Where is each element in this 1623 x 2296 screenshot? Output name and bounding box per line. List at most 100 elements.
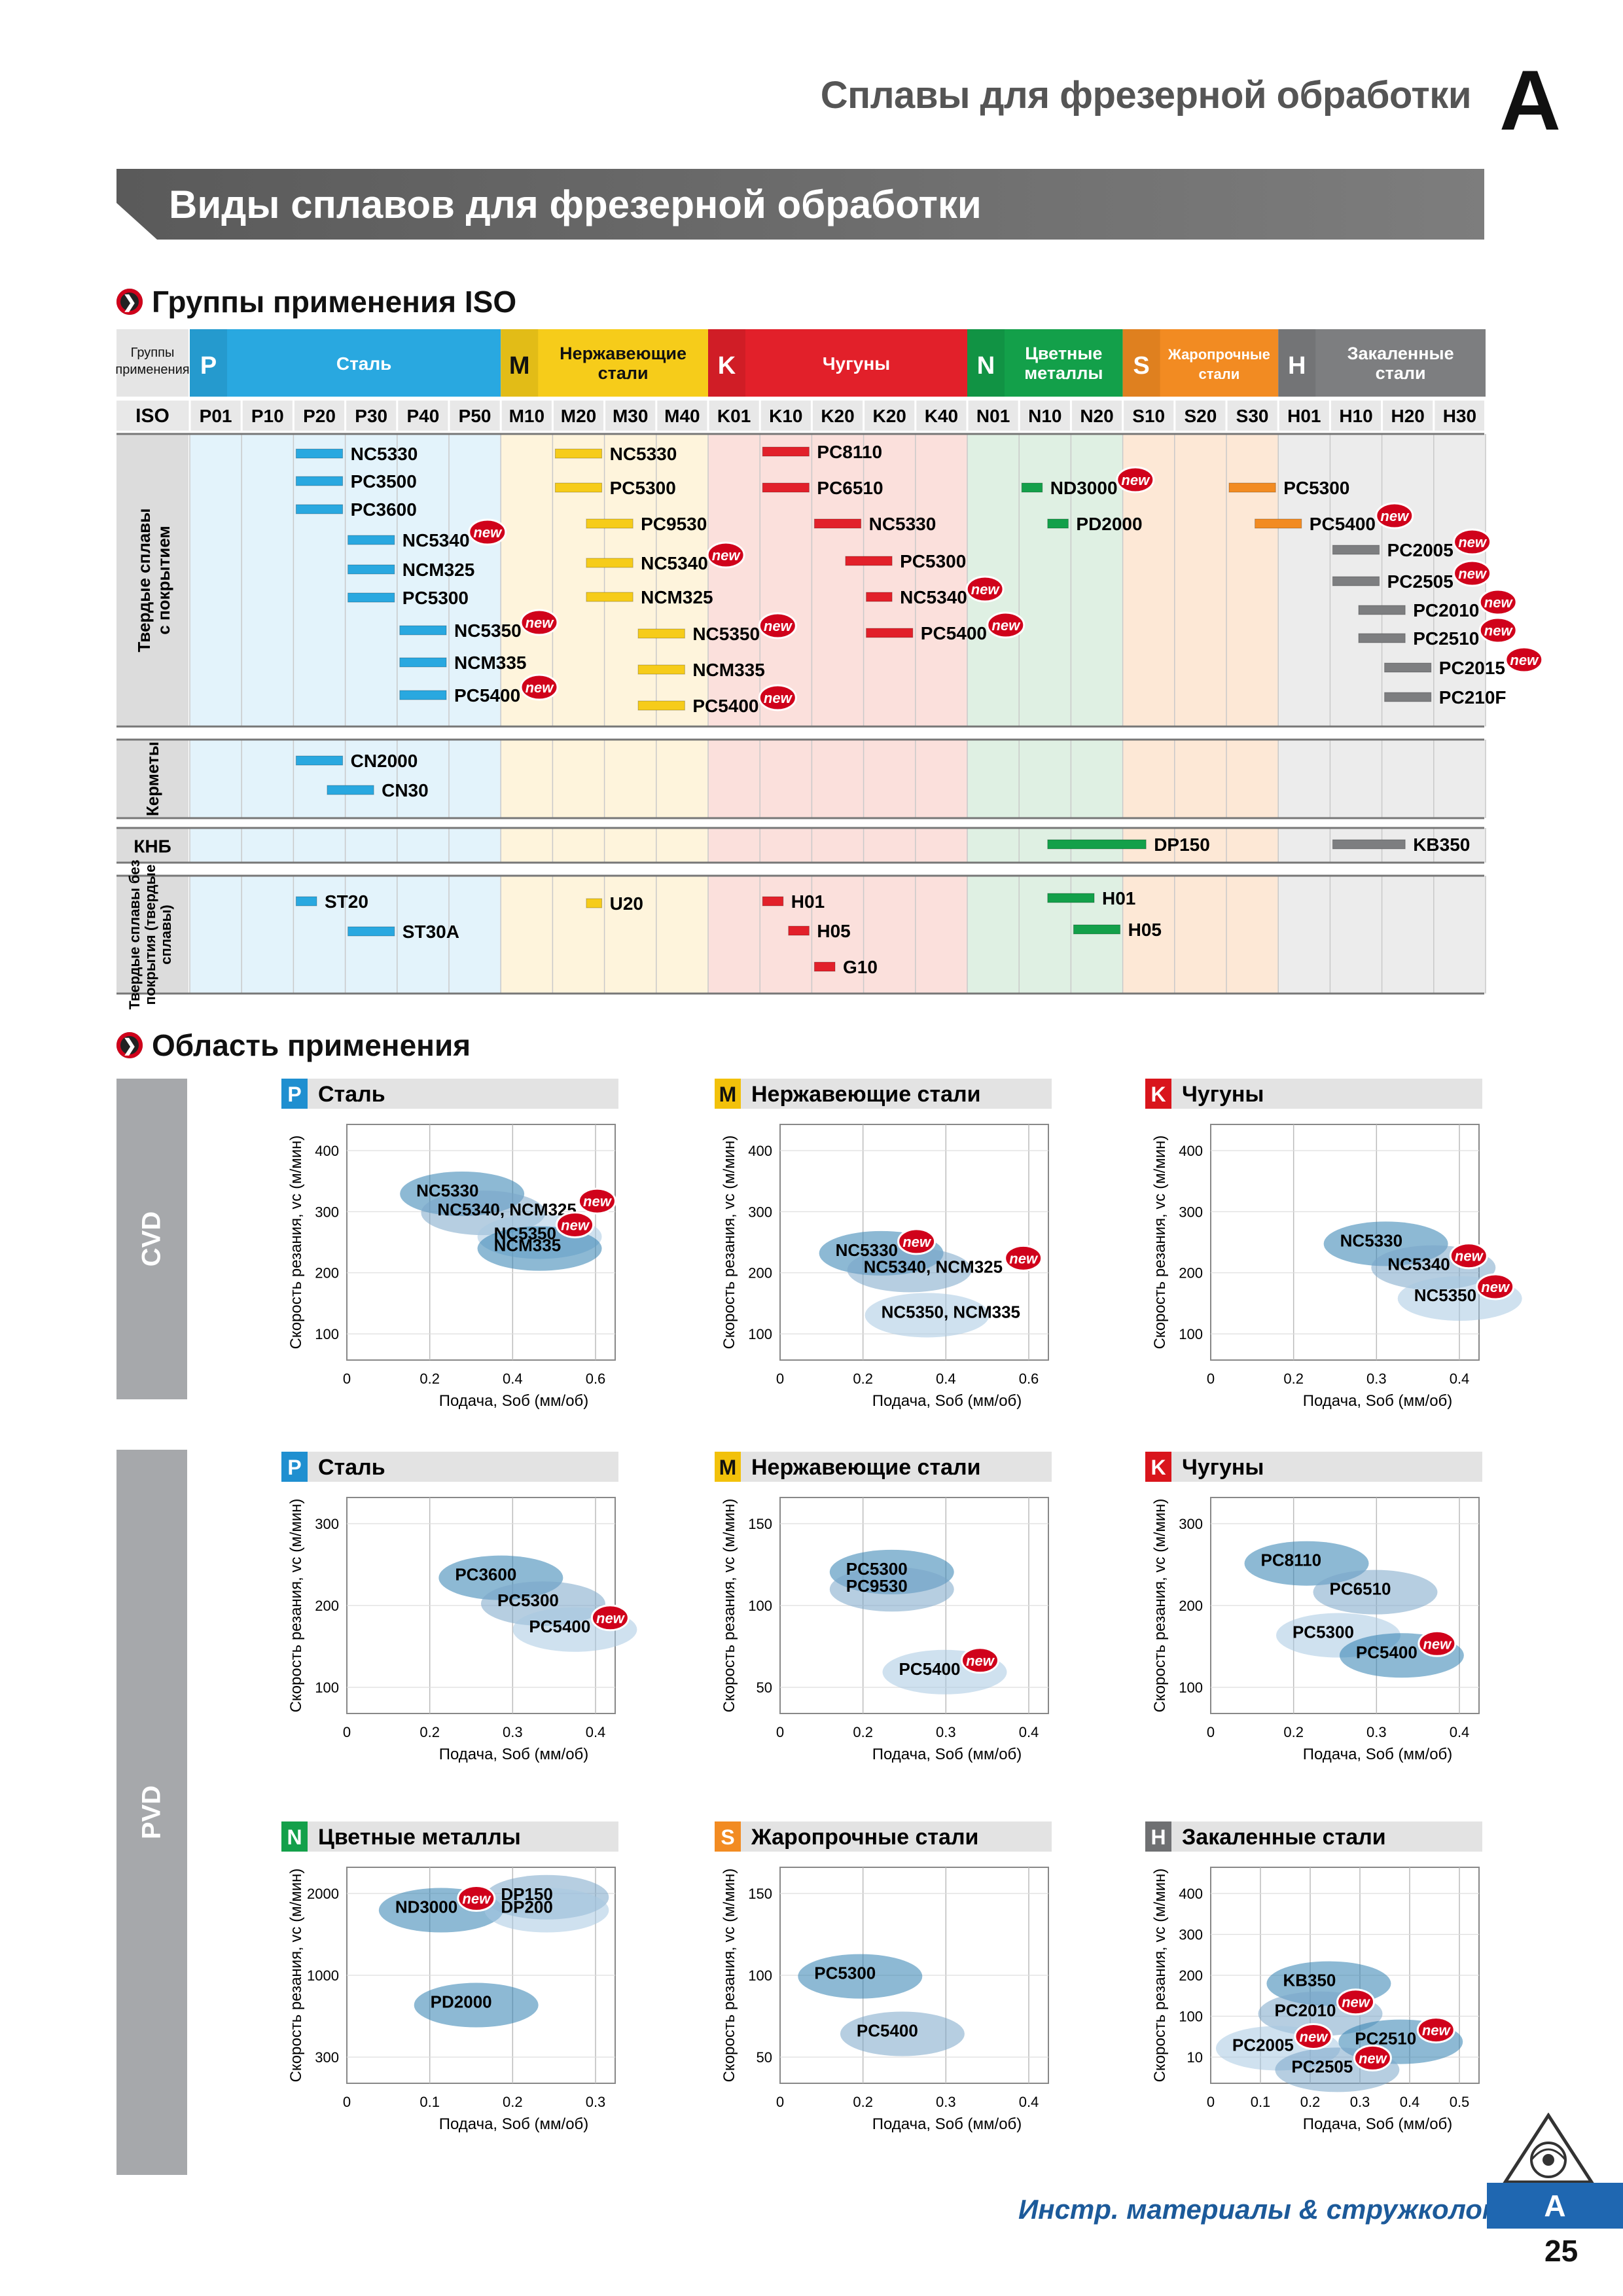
grade-bar: PC5400 new xyxy=(399,673,559,706)
iso-code: P40 xyxy=(406,406,439,426)
grade-bar: DP150 xyxy=(1047,834,1210,855)
iso-code: H01 xyxy=(1287,406,1321,426)
new-badge: new xyxy=(520,609,559,636)
iso-code: K01 xyxy=(717,406,751,426)
x-tick-label: 0.4 xyxy=(503,1371,523,1387)
grade-label: PC2010 xyxy=(1413,600,1479,620)
region-label: ND3000 xyxy=(395,1897,457,1917)
row-label-cell xyxy=(116,434,188,726)
new-badge: new xyxy=(457,1885,496,1912)
iso-code: K20 xyxy=(821,406,854,426)
x-axis-label: Подача, Sоб (мм/об) xyxy=(1303,2115,1453,2133)
grade-bar: NCM325 xyxy=(586,587,713,607)
iso-code: K40 xyxy=(925,406,958,426)
application-chart: P Сталь 0 0.2 0.3 0.4 100 200 300 Подача, Sоб (мм… xyxy=(281,1452,637,1763)
new-badge: new xyxy=(590,1604,630,1632)
svg-text:N: N xyxy=(977,352,995,380)
chart-title: Нержавеющие стали xyxy=(751,1455,981,1480)
group-column-bg xyxy=(708,876,967,994)
grade-bar: CN30 xyxy=(327,780,429,800)
grade-label: U20 xyxy=(610,893,643,914)
x-tick-label: 0.4 xyxy=(586,1724,606,1740)
y-axis-label: Скорость резания, vc (м/мин) xyxy=(287,1499,305,1713)
grade-label: H01 xyxy=(791,891,825,912)
region-label: PC3600 xyxy=(455,1565,516,1585)
svg-text:new: new xyxy=(561,1217,590,1233)
region-label: PC5300 xyxy=(1293,1623,1354,1642)
svg-text:new: new xyxy=(1009,1250,1039,1266)
y-tick-label: 100 xyxy=(748,1326,772,1342)
group-column-bg xyxy=(708,434,967,726)
svg-text:H: H xyxy=(1288,352,1306,380)
cvd-side-label: CVD xyxy=(116,1079,187,1399)
x-tick-label: 0.3 xyxy=(936,2094,956,2110)
y-tick-label: 400 xyxy=(315,1143,339,1159)
region-label: PD2000 xyxy=(431,1992,492,2012)
insert-logo-icon xyxy=(1503,2113,1594,2184)
group-header-S: S Жаропрочные стали xyxy=(1122,329,1279,397)
grade-label: CN2000 xyxy=(351,751,418,771)
y-axis-label: Скорость резания, vc (м/мин) xyxy=(287,1136,305,1350)
iso-code: P30 xyxy=(355,406,387,426)
new-badge: new xyxy=(1449,1242,1488,1270)
iso-code: S10 xyxy=(1132,406,1165,426)
grade-bar: PC3600 xyxy=(295,499,417,520)
new-badge: new xyxy=(897,1228,936,1255)
y-tick-label: 100 xyxy=(1179,2009,1203,2025)
arrow-bullet-icon: ❯ xyxy=(116,289,143,315)
page-banner: Виды сплавов для фрезерной обработки xyxy=(116,169,1484,240)
grade-label: PC210F xyxy=(1439,687,1507,708)
new-badge: new xyxy=(961,1647,999,1674)
x-tick-label: 0.6 xyxy=(1019,1371,1039,1387)
svg-text:new: new xyxy=(764,690,793,706)
app-section-title: Область применения xyxy=(152,1028,471,1062)
group-header-M: M Нержавеющие стали xyxy=(501,329,708,397)
new-badge: new xyxy=(1505,646,1544,673)
x-tick-label: 0 xyxy=(776,2094,784,2110)
y-tick-label: 100 xyxy=(748,1967,772,1984)
svg-text:new: new xyxy=(1481,1279,1510,1295)
svg-text:new: new xyxy=(966,1653,995,1669)
svg-text:S: S xyxy=(1133,352,1149,380)
group-column-bg xyxy=(967,876,1123,994)
grade-region xyxy=(847,1247,972,1293)
y-tick-label: 400 xyxy=(1179,1143,1203,1159)
region-label: PC2010 xyxy=(1275,2001,1336,2020)
grade-bar: PC5400 new xyxy=(1255,502,1414,534)
grade-label: NCM325 xyxy=(641,587,713,607)
chart-letter: N xyxy=(287,1825,302,1849)
svg-text:new: new xyxy=(1455,1248,1484,1265)
grade-bar: ST20 xyxy=(295,891,368,912)
iso-code: S30 xyxy=(1236,406,1269,426)
chart-title: Сталь xyxy=(318,1082,385,1107)
svg-text:new: new xyxy=(1380,508,1410,524)
x-tick-label: 0.4 xyxy=(1400,2094,1420,2110)
grade-bar: NC5330 xyxy=(813,514,936,534)
grade-bar: PC5400 new xyxy=(866,611,1026,643)
group-header-P: P Сталь xyxy=(190,329,501,397)
new-badge: new xyxy=(1116,466,1155,493)
x-tick-label: 0.3 xyxy=(936,1724,956,1740)
svg-text:new: new xyxy=(596,1610,626,1626)
x-axis-label: Подача, Sоб (мм/об) xyxy=(1303,1392,1453,1410)
grade-label: PC2505 xyxy=(1387,571,1454,592)
svg-text:new: new xyxy=(526,615,555,631)
header-title: Сплавы для фрезерной обработки xyxy=(820,74,1472,117)
grade-region xyxy=(1313,1570,1438,1615)
x-tick-label: 0.1 xyxy=(419,2094,440,2110)
grade-region xyxy=(829,1567,954,1612)
new-badge: new xyxy=(520,673,559,701)
y-axis-label: Скорость резания, vc (м/мин) xyxy=(1151,1869,1169,2083)
chart-letter: M xyxy=(719,1456,737,1479)
iso-code: M10 xyxy=(509,406,544,426)
svg-text:new: new xyxy=(462,1891,491,1907)
iso-code: N01 xyxy=(976,406,1010,426)
region-label: PC9530 xyxy=(846,1576,908,1596)
x-tick-label: 0.4 xyxy=(1450,1724,1470,1740)
x-axis-label: Подача, Sоб (мм/об) xyxy=(872,2115,1022,2133)
svg-text:new: new xyxy=(991,617,1021,634)
y-tick-label: 100 xyxy=(315,1679,339,1696)
x-tick-label: 0 xyxy=(776,1371,784,1387)
region-label: NC5330 xyxy=(416,1181,478,1200)
